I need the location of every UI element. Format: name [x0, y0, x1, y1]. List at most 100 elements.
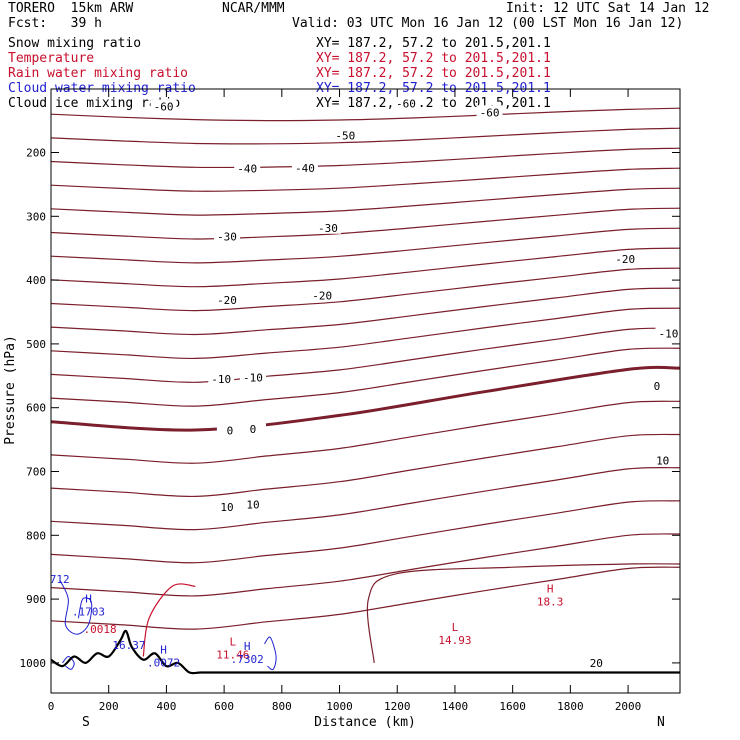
- isotherm-label: -30: [318, 222, 338, 235]
- cloud-contour: [59, 579, 93, 635]
- legend-rain-xy: XY= 187.2, 57.2 to 201.5,201.1: [316, 66, 551, 81]
- isotherm-line: [50, 467, 681, 531]
- x-tick-label: 2000: [615, 700, 642, 713]
- isotherm-label-bg: [150, 99, 177, 113]
- isotherm-line: [50, 207, 681, 240]
- isotherm-label-bg: [583, 655, 610, 669]
- y-tick-label: 800: [26, 529, 46, 542]
- cloud-water-contours: [59, 579, 277, 671]
- isotherm-label: 10: [246, 499, 259, 512]
- extremum-value: .1703: [72, 605, 105, 618]
- x-tick-label: 400: [156, 700, 176, 713]
- extremum-type: H: [244, 640, 251, 653]
- isotherm-lines: [50, 107, 681, 663]
- axes: 0 200 400 600 800 1000 1200 1400 1600 1800 2000200…: [20, 89, 680, 713]
- x-tick-label: 1400: [442, 700, 469, 713]
- isotherm-line: [50, 187, 681, 216]
- isotherm-label-bg: [309, 288, 336, 302]
- x-tick-label: 1800: [557, 700, 584, 713]
- isotherm-label: -40: [295, 162, 315, 175]
- isotherm-line: [50, 227, 681, 264]
- isotherm-label: 10: [656, 455, 669, 468]
- isotherm-line: [50, 500, 681, 564]
- isotherm-label: -60: [396, 97, 416, 110]
- legend-temperature-label: Temperature: [8, 51, 95, 66]
- init-time: Init: 12 UTC Sat 14 Jan 12: [506, 1, 710, 16]
- extremum-type: H: [160, 643, 167, 656]
- isotherm-label-bg: [239, 370, 266, 384]
- isotherm-label-bg: [392, 96, 419, 110]
- y-tick-label: 700: [26, 466, 46, 479]
- isotherm-label-bg: [643, 379, 670, 393]
- field-annotation: 712: [50, 573, 70, 586]
- isotherm-label: -10: [659, 328, 679, 341]
- isotherm-label-bg: [332, 128, 359, 142]
- extremum-value: .0072: [147, 656, 180, 669]
- extremum-type: L: [229, 636, 236, 649]
- x-tick-label: 1600: [499, 700, 526, 713]
- terrain-line: [50, 629, 680, 675]
- isotherm-line: [50, 267, 681, 312]
- isotherm-label-bg: [649, 453, 676, 467]
- extremum-type: L: [452, 621, 459, 634]
- valid-time: Valid: 03 UTC Mon 16 Jan 12 (00 LST Mon …: [292, 16, 684, 31]
- field-annotation: 16.37: [112, 639, 145, 652]
- isotherm-label: 0: [227, 425, 234, 438]
- legend-snow-xy: XY= 187.2, 57.2 to 201.5,201.1: [316, 36, 551, 51]
- isotherm-label: -50: [335, 129, 355, 142]
- isotherm-line: [50, 107, 681, 122]
- isotherm-label-bg: [214, 500, 241, 514]
- isotherm-label-bg: [234, 161, 261, 175]
- isotherm-label-bg: [239, 497, 266, 511]
- isotherm-label-bg: [612, 252, 639, 266]
- x-end-label-north: N: [657, 715, 665, 730]
- model-title: TORERO 15km ARW: [8, 1, 134, 16]
- cloud-contour: [62, 655, 75, 670]
- y-tick-label: 500: [26, 338, 46, 351]
- isotherm-label: -10: [211, 373, 231, 386]
- isotherm-label-bg: [655, 326, 682, 340]
- isotherm-label: -10: [243, 372, 263, 385]
- warm-contour: [366, 563, 681, 663]
- extremum-value: 14.93: [438, 634, 471, 647]
- isotherm-label: -30: [217, 231, 237, 244]
- isotherm-label-bg: [214, 292, 241, 306]
- isotherm-label: -20: [217, 294, 237, 307]
- isotherm-line: [50, 287, 681, 336]
- isotherm-label-bg: [476, 105, 503, 119]
- isotherm-label-bg: [291, 160, 318, 174]
- y-tick-label: 600: [26, 402, 46, 415]
- extremum-value: 11.46: [216, 649, 249, 662]
- plot-frame: [50, 88, 681, 694]
- isotherm-line: [50, 127, 681, 145]
- isotherm-label-bg: [314, 220, 341, 234]
- isotherm-line: [50, 327, 681, 383]
- isotherm-label: 10: [220, 501, 233, 514]
- x-tick-label: 1200: [384, 700, 411, 713]
- isotherm-line: [50, 147, 681, 169]
- isotherm-line: [50, 433, 681, 498]
- extremum-type: H: [547, 583, 554, 596]
- y-axis-label: Pressure (hPa): [3, 335, 18, 445]
- y-tick-label: 300: [26, 210, 46, 223]
- x-tick-label: 800: [272, 700, 292, 713]
- isotherm-label: -60: [480, 106, 500, 119]
- isotherm-label-bg: [208, 371, 235, 385]
- isotherm-line: [50, 566, 681, 630]
- legend-rain-label: Rain water mixing ratio: [8, 66, 189, 81]
- y-tick-label: 400: [26, 274, 46, 287]
- isotherm-label: 0: [250, 423, 257, 436]
- y-tick-label: 1000: [20, 657, 47, 670]
- x-end-label-south: S: [82, 715, 90, 730]
- x-axis-label: Distance (km): [314, 715, 416, 730]
- isotherm-label: -60: [154, 101, 174, 114]
- forecast-hour: Fcst: 39 h: [8, 16, 102, 31]
- isotherm-label-bg: [216, 423, 243, 437]
- isotherm-label: -40: [237, 162, 257, 175]
- y-tick-label: 900: [26, 593, 46, 606]
- rain-contour: [142, 583, 196, 657]
- isotherm-line: [50, 400, 681, 464]
- freezing-level-line: [50, 365, 681, 432]
- isotherm-line: [50, 347, 681, 407]
